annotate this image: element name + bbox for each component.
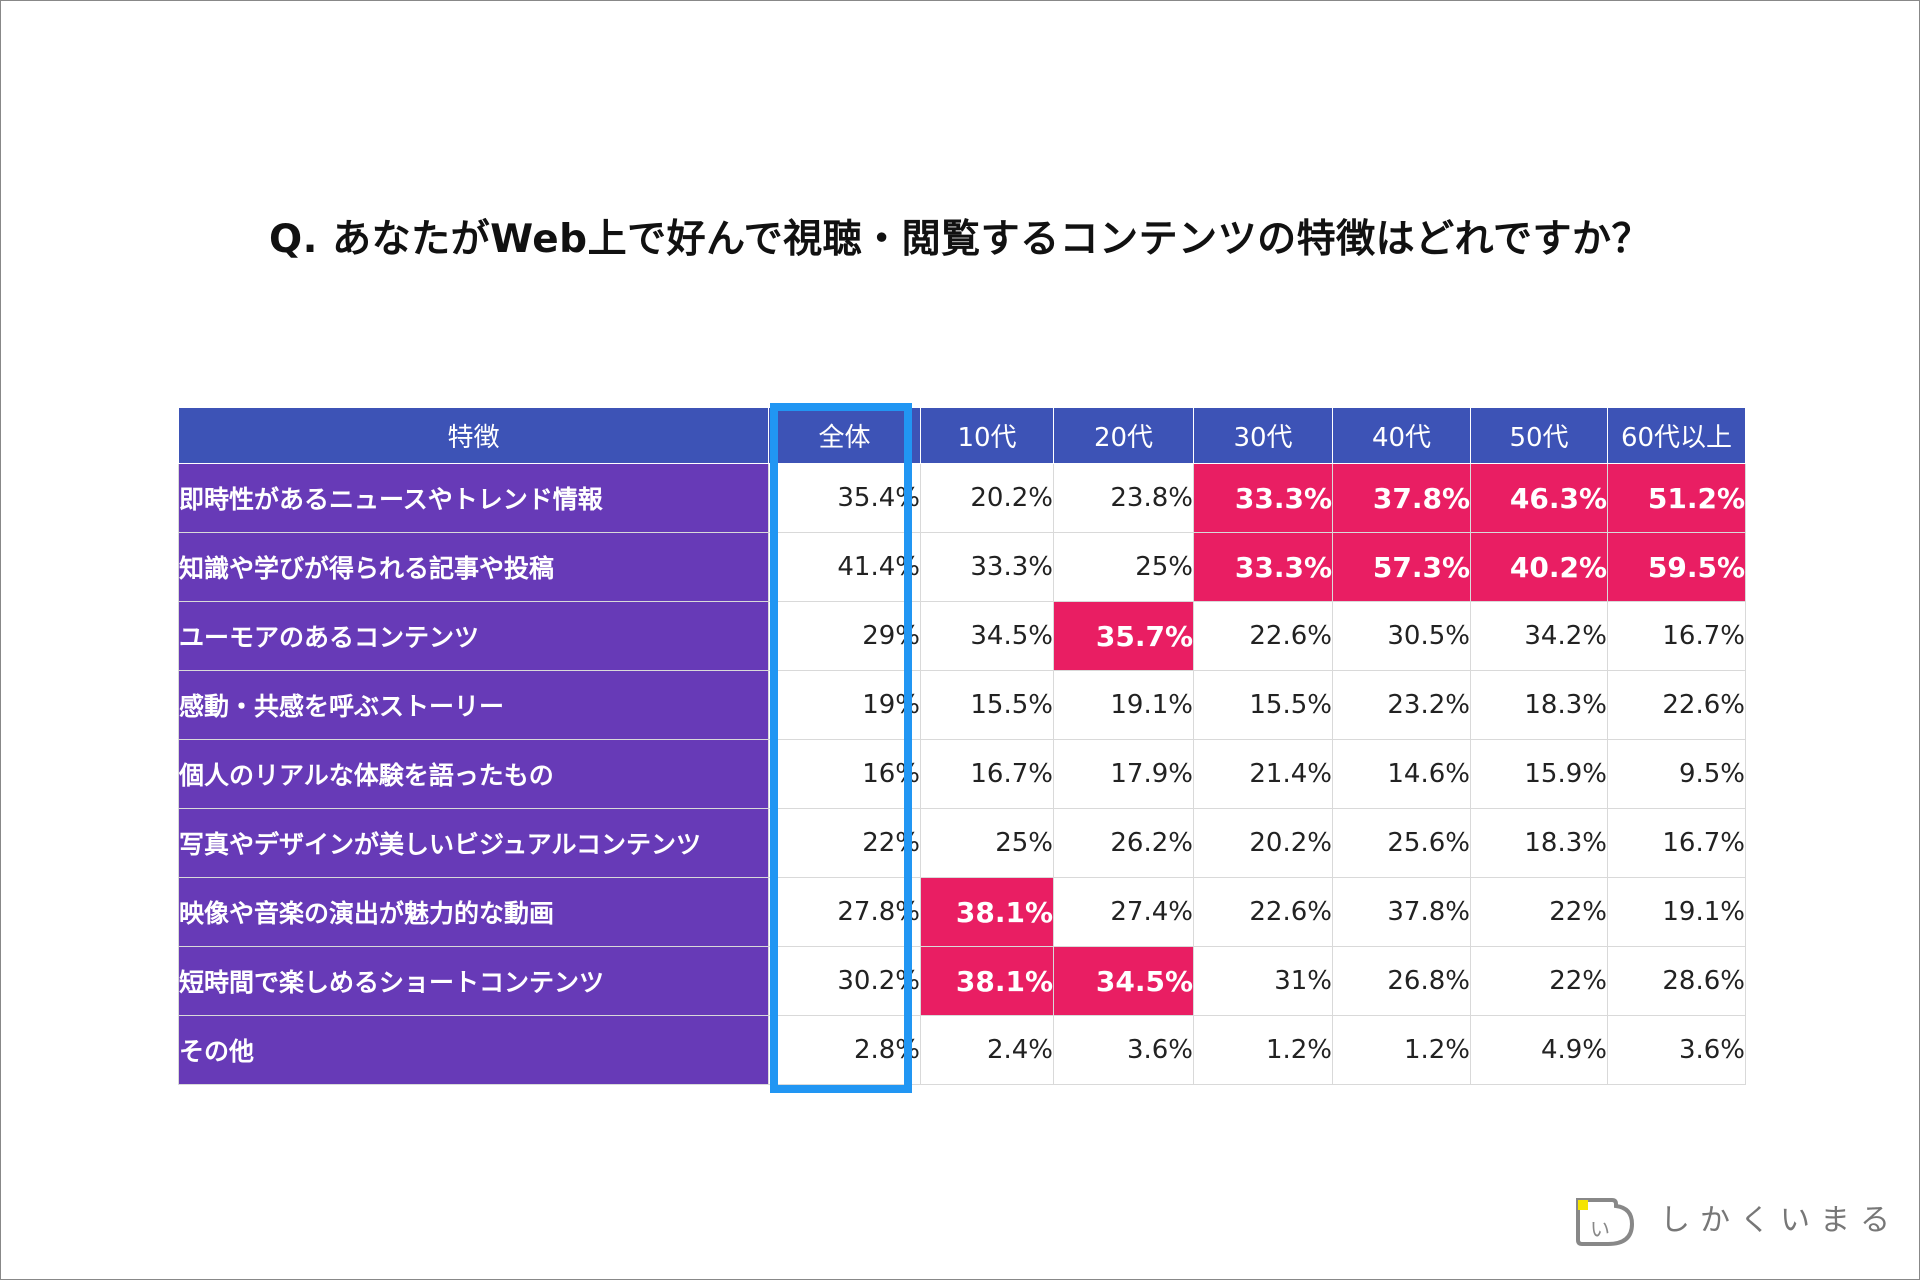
value-cell: 21.4% [1193,739,1333,809]
table-row: ユーモアのあるコンテンツ 29% 34.5% 35.7% 22.6% 30.5% 34.2%… [178,601,1746,671]
value-cell: 29% [768,601,921,671]
highlighted-value-cell: 38.1% [920,877,1054,947]
column-header-5: 40代 [1332,407,1471,464]
value-cell: 9.5% [1607,739,1746,809]
column-header-7: 60代以上 [1607,407,1746,464]
value-cell: 14.6% [1332,739,1471,809]
value-cell: 31% [1193,946,1333,1016]
value-cell: 22% [1470,877,1608,947]
table-row: 映像や音楽の演出が魅力的な動画 27.8% 38.1% 27.4% 22.6% 37.8%… [178,877,1746,947]
table-body: 即時性があるニュースやトレンド情報 35.4% 20.2% 23.8% 33.3% 37.… [178,463,1746,1085]
value-cell: 22.6% [1607,670,1746,740]
value-cell: 30.5% [1332,601,1471,671]
value-cell: 30.2% [768,946,921,1016]
value-cell: 41.4% [768,532,921,602]
column-header-2: 10代 [920,407,1054,464]
column-header-6: 50代 [1470,407,1608,464]
value-cell: 19% [768,670,921,740]
table-row: 即時性があるニュースやトレンド情報 35.4% 20.2% 23.8% 33.3% 37.… [178,463,1746,533]
value-cell: 27.4% [1053,877,1194,947]
highlighted-value-cell: 59.5% [1607,532,1746,602]
value-cell: 1.2% [1332,1015,1471,1085]
value-cell: 28.6% [1607,946,1746,1016]
value-cell: 16.7% [1607,808,1746,878]
value-cell: 16% [768,739,921,809]
column-header-4: 30代 [1193,407,1333,464]
shikakuimaru-logo-icon: い [1576,1198,1635,1246]
value-cell: 25% [920,808,1054,878]
value-cell: 34.2% [1470,601,1608,671]
value-cell: 2.4% [920,1015,1054,1085]
highlighted-value-cell: 46.3% [1470,463,1608,533]
chart-title: Q. あなたがWeb上で好んで視聴・閲覧するコンテンツの特徴はどれですか？ [269,217,1651,262]
highlighted-value-cell: 37.8% [1332,463,1471,533]
value-cell: 16.7% [920,739,1054,809]
value-cell: 20.2% [920,463,1054,533]
value-cell: 23.2% [1332,670,1471,740]
value-cell: 33.3% [920,532,1054,602]
table-row: 個人のリアルな体験を語ったもの 16% 16.7% 17.9% 21.4% 14.6% 15… [178,739,1746,809]
table-row: 感動・共感を呼ぶストーリー 19% 15.5% 19.1% 15.5% 23.2% 18.3… [178,670,1746,740]
feature-label: 即時性があるニュースやトレンド情報 [178,463,769,533]
feature-label: 写真やデザインが美しいビジュアルコンテンツ [178,808,769,878]
highlighted-value-cell: 33.3% [1193,463,1333,533]
value-cell: 4.9% [1470,1015,1608,1085]
highlighted-value-cell: 51.2% [1607,463,1746,533]
value-cell: 37.8% [1332,877,1471,947]
value-cell: 1.2% [1193,1015,1333,1085]
value-cell: 22% [1470,946,1608,1016]
highlighted-value-cell: 35.7% [1053,601,1194,671]
highlighted-value-cell: 40.2% [1470,532,1608,602]
table-row: 写真やデザインが美しいビジュアルコンテンツ 22% 25% 26.2% 20.2% 25.… [178,808,1746,878]
value-cell: 18.3% [1470,808,1608,878]
table-row: 短時間で楽しめるショートコンテンツ 30.2% 38.1% 34.5% 31% 26.8%… [178,946,1746,1016]
value-cell: 26.8% [1332,946,1471,1016]
feature-label: 個人のリアルな体験を語ったもの [178,739,769,809]
column-header-3: 20代 [1053,407,1194,464]
table-row: その他 2.8% 2.4% 3.6% 1.2% 1.2% 4.9% 3.6% [178,1015,1746,1085]
logo-text: しかくいまる [1660,1203,1900,1238]
value-cell: 19.1% [1607,877,1746,947]
value-cell: 16.7% [1607,601,1746,671]
value-cell: 22.6% [1193,877,1333,947]
value-cell: 23.8% [1053,463,1194,533]
highlighted-value-cell: 38.1% [920,946,1054,1016]
highlighted-value-cell: 34.5% [1053,946,1194,1016]
value-cell: 2.8% [768,1015,921,1085]
value-cell: 26.2% [1053,808,1194,878]
value-cell: 34.5% [920,601,1054,671]
feature-label: 映像や音楽の演出が魅力的な動画 [178,877,769,947]
feature-label: ユーモアのあるコンテンツ [178,601,769,671]
value-cell: 15.5% [1193,670,1333,740]
svg-text:い: い [1590,1217,1610,1241]
value-cell: 18.3% [1470,670,1608,740]
value-cell: 22% [768,808,921,878]
value-cell: 3.6% [1607,1015,1746,1085]
feature-label: 知識や学びが得られる記事や投稿 [178,532,769,602]
value-cell: 19.1% [1053,670,1194,740]
header-row: 特徴 全体 10代 20代 30代 40代 50代 60代以上 [178,407,1746,464]
overall-column-outline [770,403,912,1093]
feature-label: 感動・共感を呼ぶストーリー [178,670,769,740]
value-cell: 25.6% [1332,808,1471,878]
feature-label: 短時間で楽しめるショートコンテンツ [178,946,769,1016]
table-row: 知識や学びが得られる記事や投稿 41.4% 33.3% 25% 33.3% 57.3% 40… [178,532,1746,602]
highlighted-value-cell: 33.3% [1193,532,1333,602]
feature-label: その他 [178,1015,769,1085]
results-table: 特徴 全体 10代 20代 30代 40代 50代 60代以上 即時性があるニュースやトレンド… [178,407,1746,1085]
value-cell: 25% [1053,532,1194,602]
highlighted-value-cell: 57.3% [1332,532,1471,602]
value-cell: 22.6% [1193,601,1333,671]
value-cell: 15.9% [1470,739,1608,809]
column-header-feature: 特徴 [178,407,769,464]
value-cell: 15.5% [920,670,1054,740]
value-cell: 3.6% [1053,1015,1194,1085]
value-cell: 17.9% [1053,739,1194,809]
value-cell: 20.2% [1193,808,1333,878]
